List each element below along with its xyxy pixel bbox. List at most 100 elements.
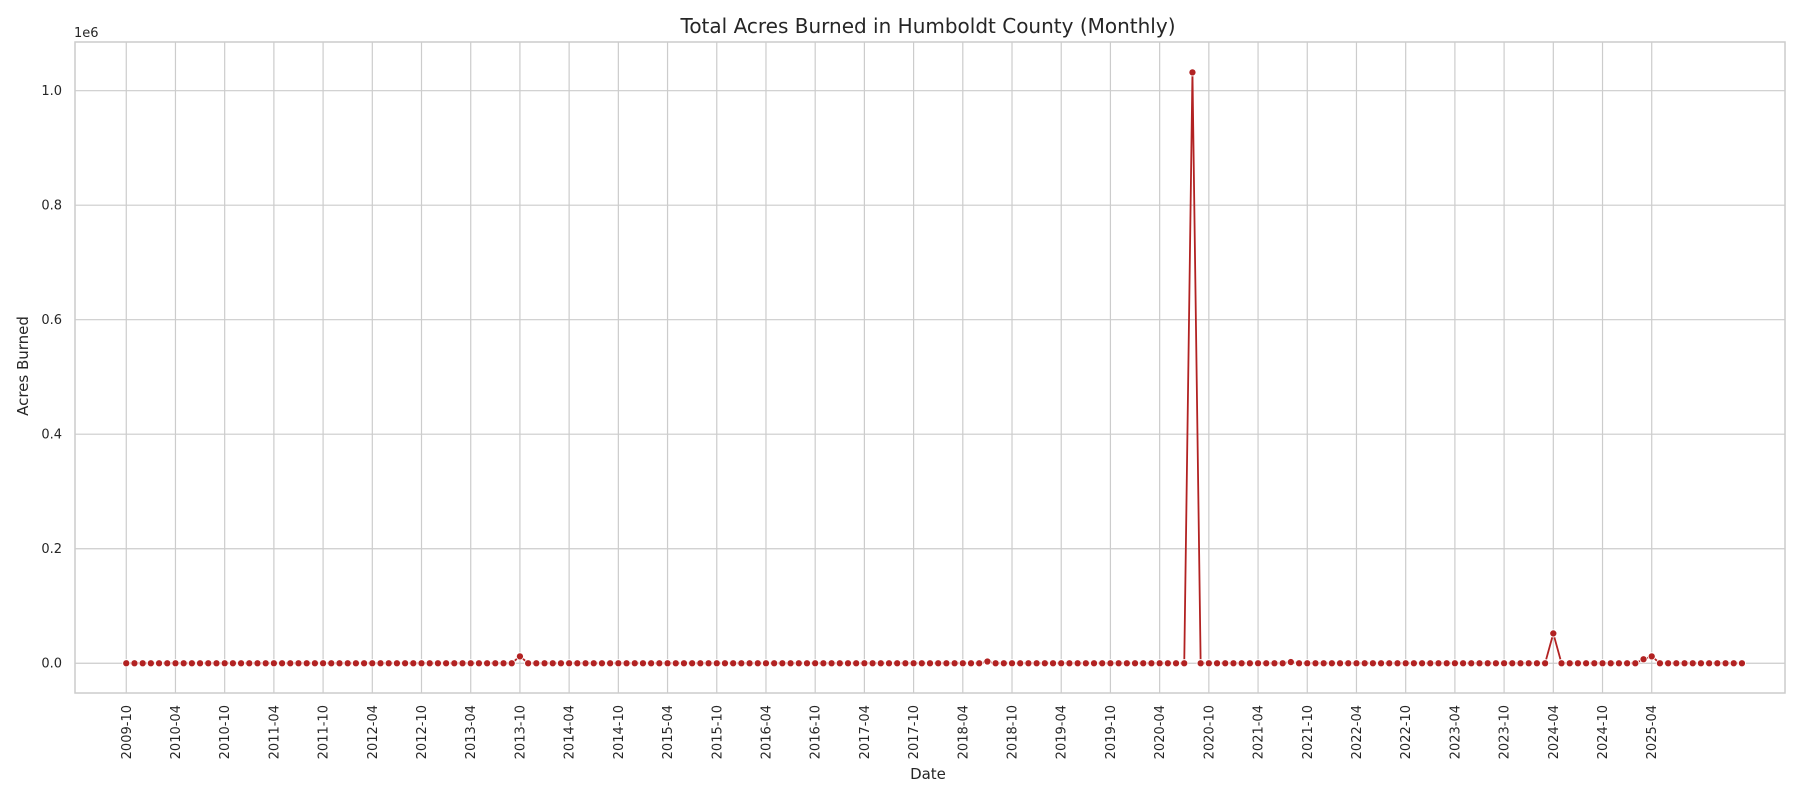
data-point	[556, 659, 565, 668]
y-axis-label: Acres Burned	[14, 316, 32, 416]
x-tick-label: 2010-04	[169, 705, 184, 759]
data-point	[540, 659, 549, 668]
data-point	[1385, 659, 1394, 668]
data-point	[1688, 659, 1697, 668]
y-offset-label: 1e6	[74, 26, 99, 41]
data-point	[433, 659, 442, 668]
data-point	[737, 659, 746, 668]
data-point	[589, 659, 598, 668]
data-point	[729, 659, 738, 668]
data-point	[835, 659, 844, 668]
data-point	[228, 659, 237, 668]
data-point	[843, 659, 853, 668]
data-point	[712, 659, 721, 668]
data-point	[1254, 659, 1263, 668]
y-tick-label: 0.2	[41, 542, 62, 557]
data-point	[597, 659, 606, 668]
data-point	[1171, 659, 1181, 668]
data-point	[401, 659, 410, 668]
data-point	[638, 659, 648, 668]
data-point	[655, 659, 664, 668]
data-point	[671, 659, 680, 668]
x-tick-label: 2019-04	[1055, 705, 1070, 759]
data-point	[335, 659, 344, 668]
data-point	[1360, 659, 1369, 668]
x-tick-label: 2018-10	[1006, 705, 1021, 759]
data-point	[368, 659, 377, 668]
data-point	[1352, 659, 1361, 668]
data-point	[343, 659, 352, 668]
data-point	[458, 659, 467, 668]
data-point	[310, 659, 319, 668]
data-point	[138, 659, 147, 668]
data-point	[720, 659, 730, 668]
data-point	[294, 659, 303, 668]
x-tick-label: 2016-10	[809, 705, 824, 759]
data-point	[622, 659, 631, 668]
data-points	[122, 68, 1746, 668]
data-point	[1491, 659, 1500, 668]
data-point	[688, 659, 697, 668]
x-tick-label: 2021-04	[1252, 705, 1267, 759]
data-point	[573, 659, 582, 668]
data-point	[630, 659, 639, 668]
data-point	[1114, 659, 1123, 668]
data-point	[1631, 659, 1640, 668]
data-point	[1459, 659, 1468, 668]
data-point	[942, 659, 951, 668]
data-point	[696, 659, 705, 668]
data-point	[1729, 659, 1738, 668]
data-point	[524, 659, 533, 668]
x-tick-label: 2022-10	[1399, 705, 1414, 759]
data-point	[179, 659, 188, 668]
data-point	[351, 659, 360, 668]
x-tick-label: 2020-10	[1202, 705, 1217, 759]
data-point	[1262, 659, 1271, 668]
data-point	[1573, 659, 1582, 668]
data-point	[417, 659, 426, 668]
data-point	[196, 659, 205, 668]
data-point	[302, 659, 311, 668]
data-point	[975, 659, 984, 668]
data-point	[1516, 659, 1525, 668]
data-point	[999, 659, 1008, 668]
data-point	[1048, 659, 1058, 668]
data-point	[1336, 659, 1345, 668]
x-axis-label: Date	[910, 765, 946, 783]
data-point	[1344, 659, 1353, 668]
data-point	[1541, 659, 1550, 668]
data-point	[1221, 659, 1230, 668]
x-tick-label: 2010-10	[218, 705, 233, 759]
data-point	[1549, 629, 1558, 638]
data-point	[1180, 659, 1189, 668]
data-point	[1303, 659, 1312, 668]
data-point	[146, 659, 155, 668]
data-point	[122, 659, 131, 668]
data-point	[950, 659, 959, 668]
data-point	[171, 659, 180, 668]
data-point	[884, 659, 894, 668]
data-point	[614, 659, 623, 668]
data-point	[442, 659, 451, 668]
x-tick-label: 2018-04	[956, 705, 971, 759]
data-point	[392, 659, 401, 668]
x-tick-label: 2020-04	[1153, 705, 1168, 759]
data-point	[269, 659, 278, 668]
data-point	[1106, 659, 1115, 668]
data-point	[327, 659, 336, 668]
data-point	[548, 659, 557, 668]
data-point	[1237, 659, 1246, 668]
chart-title: Total Acres Burned in Humboldt County (M…	[680, 14, 1176, 38]
data-point	[811, 659, 820, 668]
x-tick-label: 2022-04	[1350, 705, 1365, 759]
data-point	[1401, 659, 1410, 668]
data-point	[1327, 659, 1336, 668]
data-point	[1295, 659, 1304, 668]
data-point	[1639, 655, 1648, 664]
data-point	[1057, 659, 1066, 668]
data-point	[1155, 659, 1164, 668]
data-point	[745, 659, 754, 668]
data-point	[409, 659, 418, 668]
data-point	[827, 659, 836, 668]
